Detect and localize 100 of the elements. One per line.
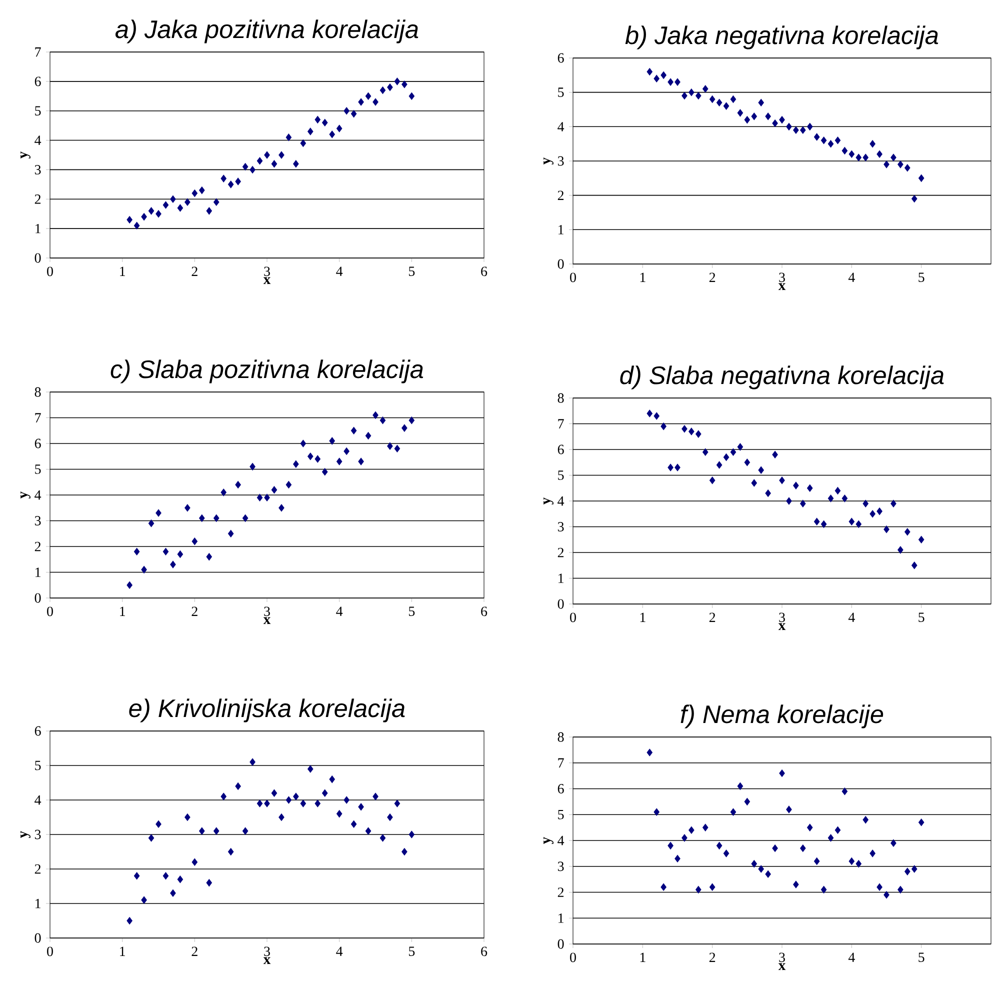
point [358,98,364,106]
point [293,160,299,168]
point [184,814,190,821]
point [709,883,716,891]
point [751,860,758,868]
x-tick-label: 1 [640,612,646,622]
x-tick-label: 2 [192,266,198,276]
point [884,526,890,534]
point [192,538,198,546]
y-tick-label: 0 [558,939,564,949]
point [654,412,660,420]
x-tick-label: 5 [408,266,415,276]
point [709,95,716,103]
y-tick-label: 1 [36,568,40,577]
point [911,865,918,873]
x-tick-label: 2 [709,272,716,282]
y-tick-label: 4 [558,496,564,506]
point [904,164,910,172]
point [786,806,792,814]
y-tick-label: 1 [558,914,564,923]
point [336,810,342,818]
point [126,917,132,924]
x-tick-label: 4 [848,272,855,282]
y-tick-label: 7 [35,413,41,422]
y-tick-label: 4 [558,122,564,132]
y-tick-label: 1 [36,224,40,234]
point [898,886,904,894]
point [206,879,212,887]
y-tick-label: 6 [34,726,41,736]
point [682,834,688,842]
point [793,126,799,134]
y-tick-label: 4 [34,795,42,805]
point [842,146,848,154]
point [807,824,813,832]
point [786,497,792,505]
point [206,207,212,215]
point [336,124,342,132]
y-tick-label: 6 [34,438,41,448]
point [751,479,758,487]
point [862,816,868,824]
point [862,154,868,162]
point [278,814,284,821]
y-tick-label: 3 [34,516,41,526]
point [402,80,408,88]
point [192,858,198,866]
point [646,410,653,418]
x-tick-label: 4 [336,266,343,276]
point [329,437,335,445]
point [814,133,820,141]
point [372,411,378,419]
point [911,195,918,202]
point [365,92,372,100]
point [828,140,834,148]
point [350,820,357,828]
point [148,834,154,842]
point [286,480,292,488]
x-tick-label: 5 [918,612,924,622]
point [235,178,241,186]
point [278,151,284,159]
point [228,848,234,856]
point [709,476,716,484]
point [674,854,680,862]
point [408,830,415,838]
x-tick-label: 3 [264,606,270,616]
point [177,876,184,884]
point [134,548,140,556]
point [772,450,778,458]
point [870,850,876,858]
y-axis-title: y [544,157,554,165]
point [264,151,270,159]
y-tick-label: 7 [35,47,41,57]
point [702,85,708,93]
x-axis-title: x [778,623,786,630]
point [256,800,263,808]
point [779,476,785,484]
point [646,68,653,76]
y-tick-label: 2 [558,888,564,897]
point [856,520,862,528]
point [199,514,205,522]
point [322,118,328,126]
point [807,122,813,130]
point [660,71,666,79]
x-tick-label: 0 [47,606,53,616]
point [256,494,263,502]
point [814,518,820,526]
point [380,86,386,94]
point [848,150,855,158]
x-axis-title: x [263,277,271,284]
y-tick-label: 5 [558,470,564,480]
point [365,432,372,440]
y-tick-label: 7 [558,419,564,428]
point [387,814,393,821]
point [300,800,306,808]
point [220,792,226,800]
point [716,461,722,469]
x-tick-label: 6 [481,266,488,276]
x-tick-label: 5 [408,946,415,956]
point [696,430,702,438]
point [148,207,154,215]
point [314,116,321,124]
